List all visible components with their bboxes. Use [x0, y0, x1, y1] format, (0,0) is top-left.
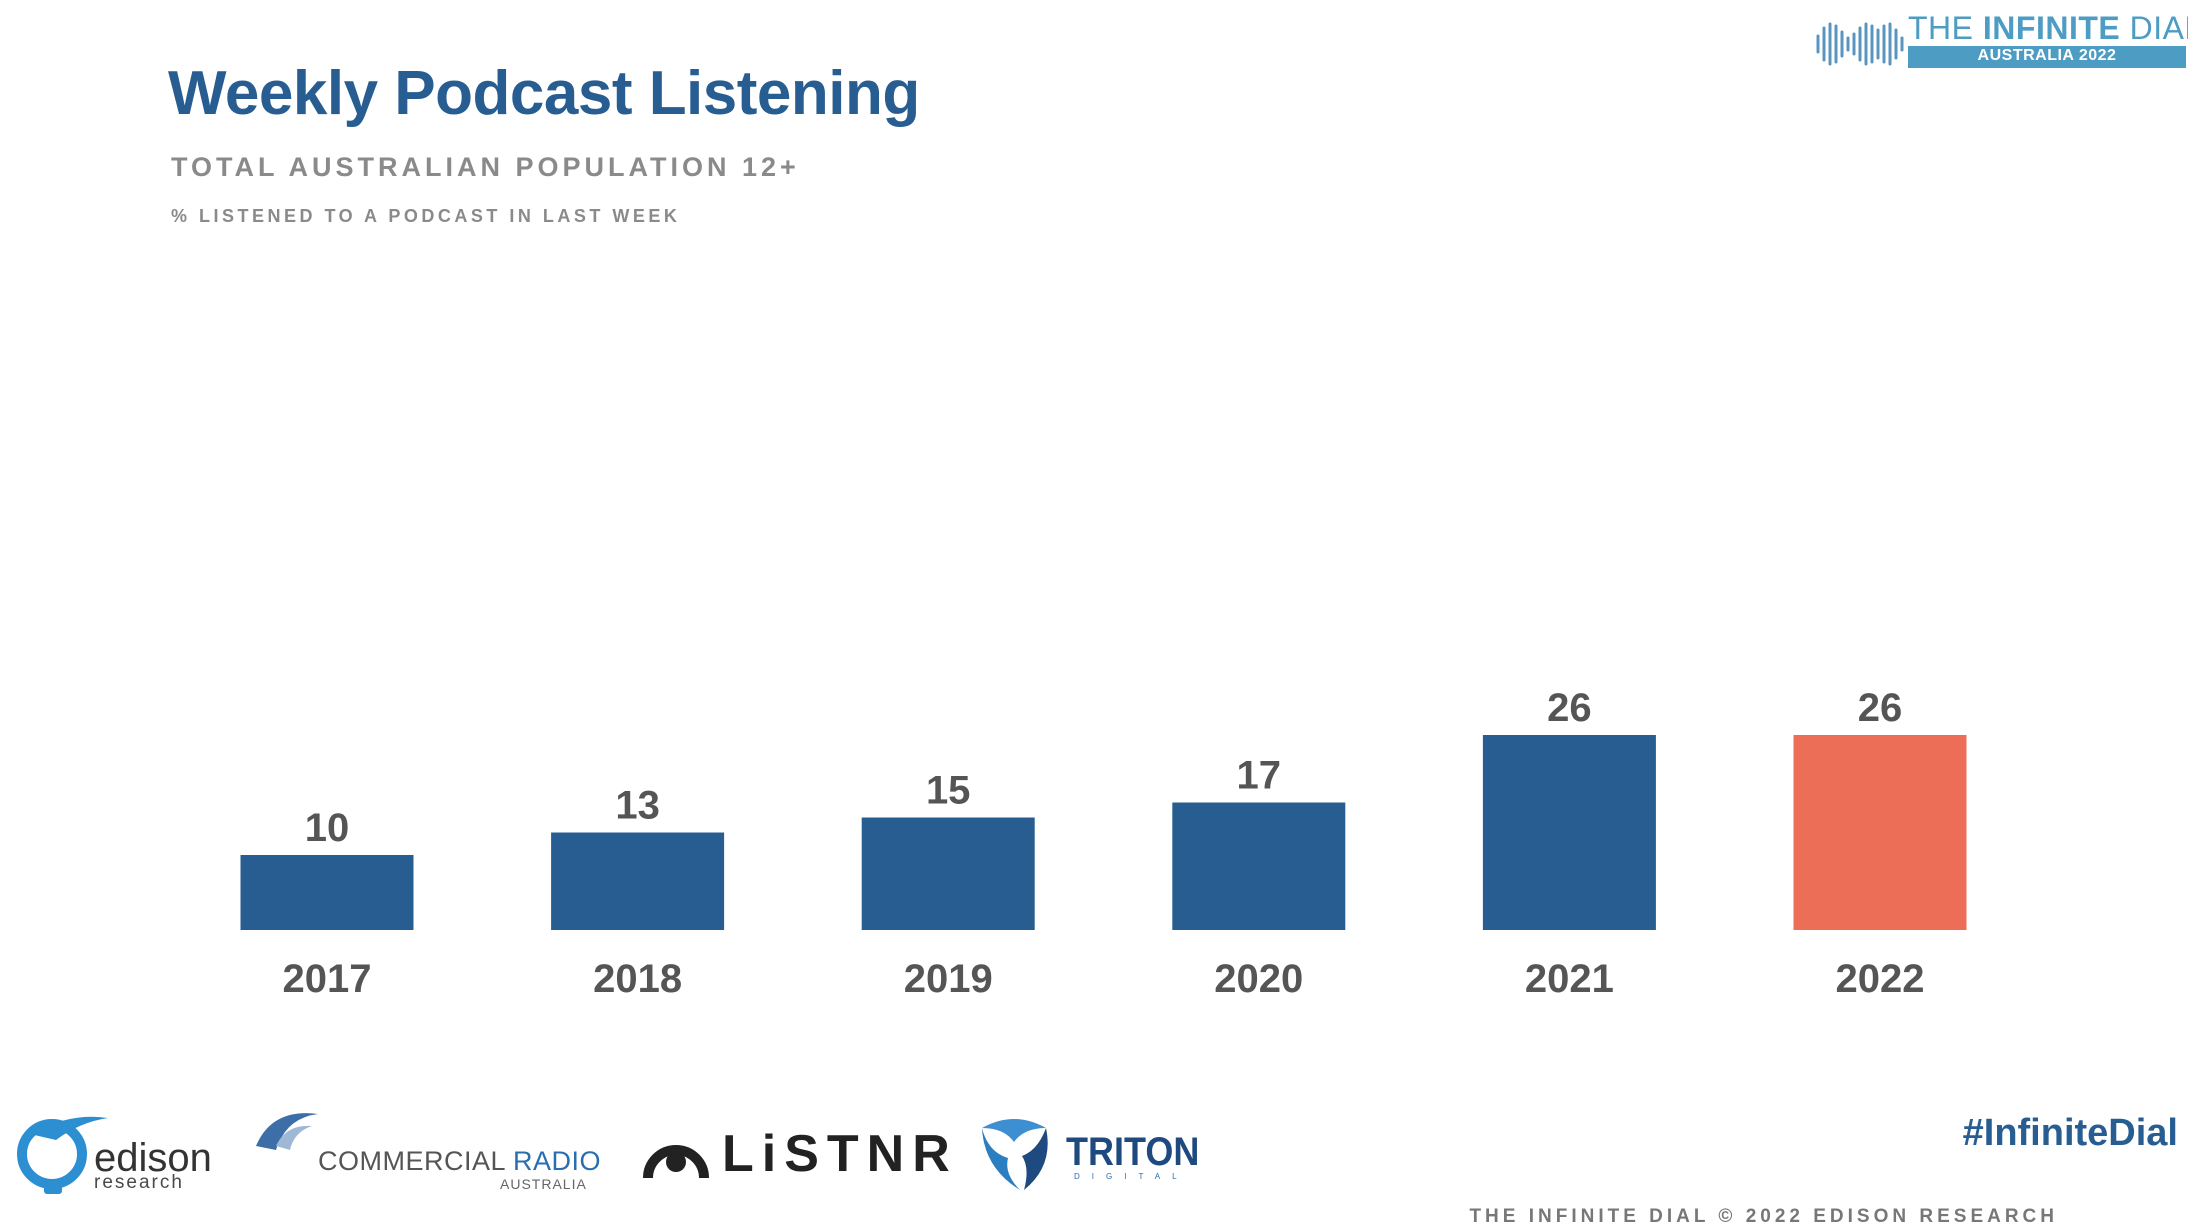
edison-subtext: research: [94, 1172, 184, 1193]
infinity-icon: [1816, 22, 1904, 66]
chart-subtitle: TOTAL AUSTRALIAN POPULATION 12+: [171, 152, 800, 182]
copyright: THE INFINITE DIAL © 2022 EDISON RESEARCH: [1469, 1206, 2058, 1227]
category-label-2020: 2020: [1214, 957, 1303, 1001]
hashtag: #InfiniteDial: [1962, 1112, 2178, 1154]
listnr-ear-icon: [643, 1145, 709, 1179]
listnr-logo: [640, 1126, 712, 1182]
category-label-2022: 2022: [1836, 957, 1925, 1001]
edison-research-logo: [10, 1110, 210, 1200]
commercial-radio-wordmark: COMMERCIAL RADIO: [318, 1146, 601, 1177]
infinite-dial-logo: [1812, 14, 2188, 74]
edison-wordmark: edison: [94, 1136, 212, 1180]
brand-name-tail: DIAL: [2129, 10, 2188, 46]
commercial-radio-logo: [252, 1106, 332, 1156]
brand-edition-bar: [1908, 46, 2186, 68]
metric-description: % LISTENED TO A PODCAST IN LAST WEEK: [171, 206, 681, 226]
commercial-radio-subtext: AUSTRALIA: [500, 1176, 587, 1192]
brand-name-bold: INFINITE: [1982, 10, 2121, 46]
data-label-2018: 13: [615, 784, 660, 828]
brand-name-light: THE: [1908, 10, 1983, 46]
commercial-radio-word-b: RADIO: [513, 1146, 602, 1176]
chart-title: Weekly Podcast Listening: [168, 59, 920, 128]
data-label-2017: 10: [305, 806, 350, 850]
bar-2019: [861, 817, 1035, 930]
edison-bulb-icon: [17, 1116, 108, 1194]
data-label-2020: 17: [1237, 754, 1282, 798]
radio-wave-icon: [256, 1113, 318, 1150]
bar-2018: [551, 832, 725, 930]
triton-wordmark: TRITON: [1066, 1130, 1200, 1174]
triton-triangle-icon: [982, 1119, 1048, 1190]
bar-2020: [1172, 802, 1346, 930]
category-label-2019: 2019: [904, 957, 993, 1001]
bars-group: 10 2017 13 2018 15 2019 17 2020 26 2021 26 2022: [240, 686, 1967, 1001]
data-label-2021: 26: [1547, 686, 1592, 730]
listnr-wordmark: LiSTNR: [722, 1125, 958, 1183]
commercial-radio-word-a: COMMERCIAL: [318, 1146, 514, 1176]
bar-2017: [240, 855, 414, 930]
category-label-2021: 2021: [1525, 957, 1614, 1001]
data-label-2022: 26: [1858, 686, 1903, 730]
bar-chart: 10 2017 13 2018 15 2019 17 2020 26 2021 26 2022: [240, 686, 1967, 1001]
category-label-2017: 2017: [283, 957, 372, 1001]
brand-edition: AUSTRALIA 2022: [1977, 47, 2117, 64]
bar-2021: [1482, 735, 1656, 930]
bar-2022: [1793, 735, 1967, 930]
triton-subtext: DIGITAL: [1074, 1172, 1189, 1181]
triton-logo: [974, 1112, 1054, 1194]
data-label-2019: 15: [926, 769, 971, 813]
category-label-2018: 2018: [593, 957, 682, 1001]
brand-name: THE INFINITE DIAL: [1908, 10, 2188, 47]
